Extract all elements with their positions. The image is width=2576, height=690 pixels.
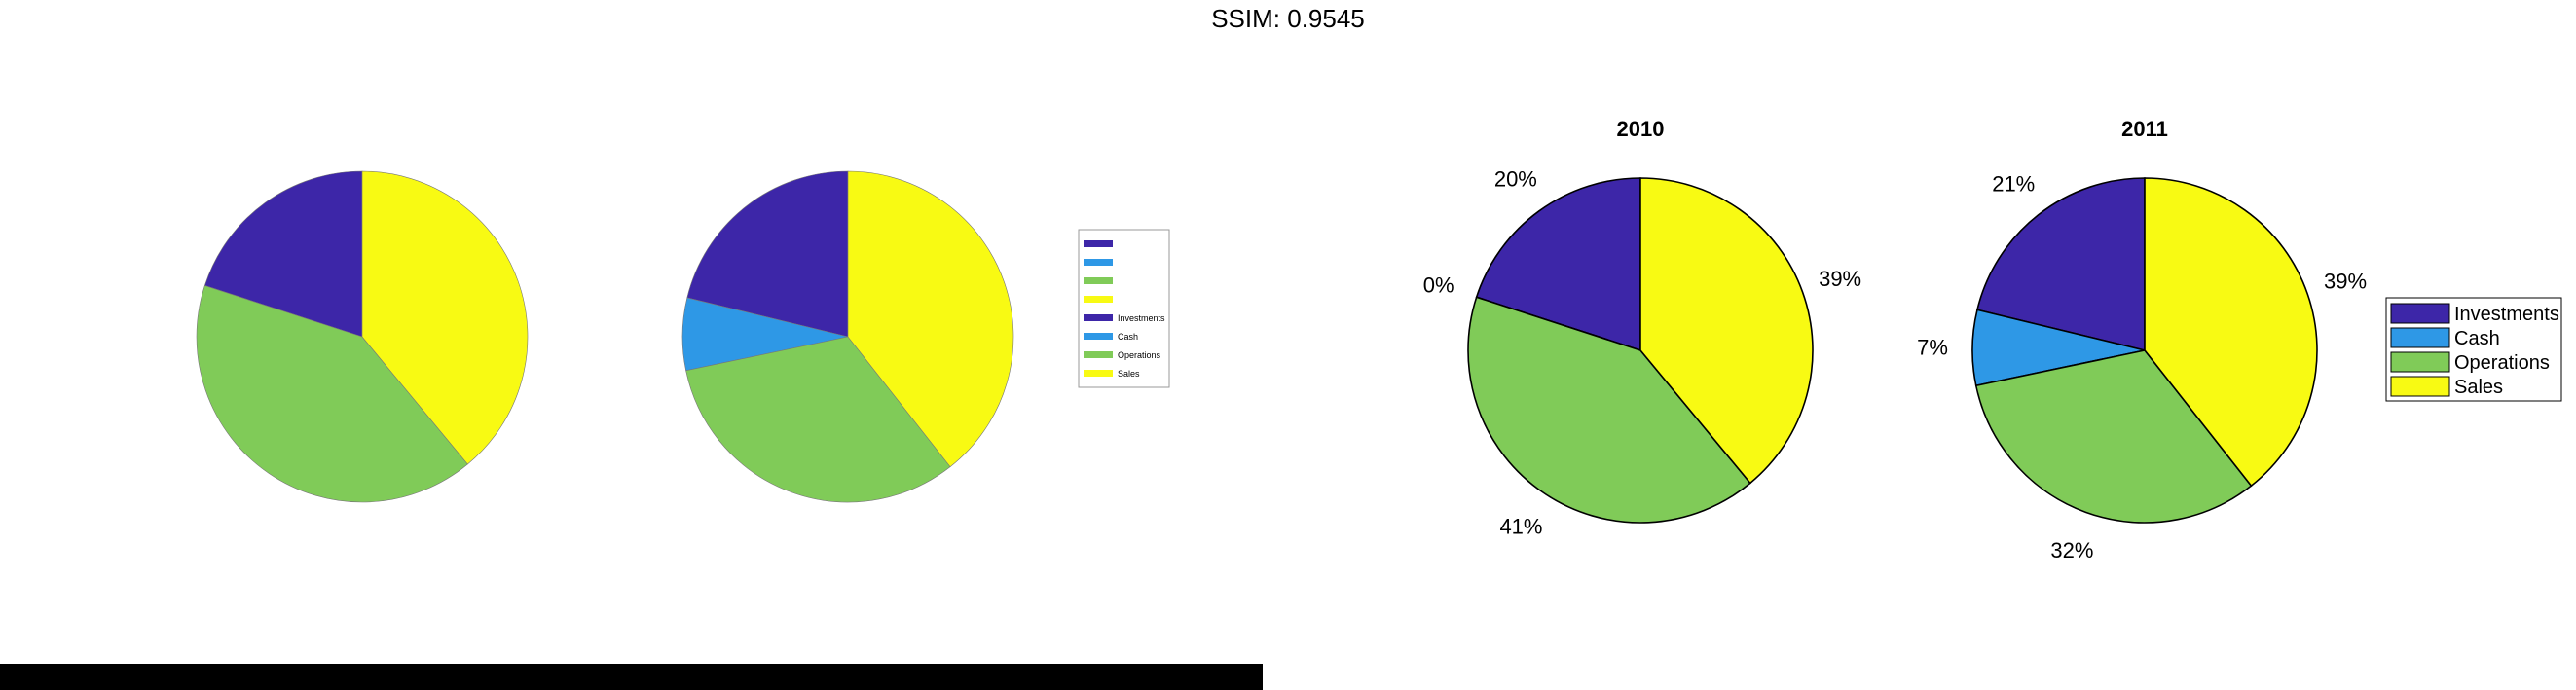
legend-small-swatch: [1084, 240, 1113, 247]
legend-small-label: Cash: [1118, 332, 1138, 342]
ssim-header: SSIM: 0.9545: [1211, 4, 1365, 33]
slice-label-investments: 20%: [1494, 167, 1537, 192]
legend-small-label: Sales: [1118, 369, 1140, 379]
legend-small-swatch: [1084, 314, 1113, 321]
slice-operations: [1974, 349, 2253, 524]
slice-investments: [1475, 177, 1641, 352]
legend-small-swatch: [1084, 259, 1113, 266]
bottom-bar: [0, 664, 1263, 690]
slice-sales: [1639, 177, 1814, 485]
slice-label-sales: 39%: [2324, 270, 2367, 294]
pie-title: 2011: [2121, 117, 2168, 141]
slice-label-cash: 0%: [1423, 273, 1454, 298]
legends-group: InvestmentsCashOperationsSalesInvestment…: [1078, 229, 2562, 402]
legend-small-label: Operations: [1118, 350, 1161, 360]
slice-label-sales: 39%: [1819, 267, 1861, 291]
legend-large-swatch-cash: [2390, 327, 2450, 348]
legend-small: Investments Cash Operations Sales: [1078, 229, 1170, 388]
legend-small-swatch: [1084, 351, 1113, 358]
pie-right-pie-1: 20% 0% 41% 39% 2010: [1423, 117, 1861, 538]
legend-large-label-cash: Cash: [2454, 328, 2500, 349]
legend-large-swatch-investments: [2390, 303, 2450, 324]
slice-investments: [203, 170, 363, 338]
slice-sales: [361, 170, 529, 465]
slice-operations: [685, 336, 951, 503]
pie-left-pie-1: [196, 170, 529, 503]
legend-large-swatch-operations: [2390, 351, 2450, 373]
legend-large-label-investments: Investments: [2454, 304, 2559, 325]
slice-label-operations: 32%: [2050, 538, 2093, 563]
legend-small-swatch: [1084, 370, 1113, 377]
legend-small-box: [1078, 229, 1170, 388]
legend-small-swatch: [1084, 296, 1113, 303]
slice-label-cash: 7%: [1917, 336, 1948, 360]
pie-right-pie-2: 21% 7% 32% 39% 2011: [1917, 117, 2367, 563]
slice-sales: [847, 170, 1014, 468]
charts-group: 20% 0% 41% 39% 2010 21% 7% 32% 39% 2011: [196, 117, 2367, 563]
pie-title: 2010: [1617, 117, 1665, 141]
legend-large: Investments Cash Operations Sales: [2385, 297, 2562, 402]
legend-large-label-sales: Sales: [2454, 377, 2503, 398]
pie-left-pie-2: [681, 170, 1014, 503]
slice-investments: [686, 170, 849, 338]
slice-operations: [1467, 296, 1751, 524]
legend-small-swatch: [1084, 333, 1113, 340]
legend-small-swatch: [1084, 277, 1113, 284]
legend-large-swatch-sales: [2390, 376, 2450, 397]
slice-label-operations: 41%: [1499, 514, 1542, 538]
slice-sales: [2144, 177, 2318, 488]
legend-large-label-operations: Operations: [2454, 352, 2550, 374]
legend-small-label: Investments: [1118, 313, 1165, 323]
slice-operations: [196, 285, 468, 503]
slice-investments: [1976, 177, 2146, 352]
slice-label-investments: 21%: [1992, 172, 2035, 197]
